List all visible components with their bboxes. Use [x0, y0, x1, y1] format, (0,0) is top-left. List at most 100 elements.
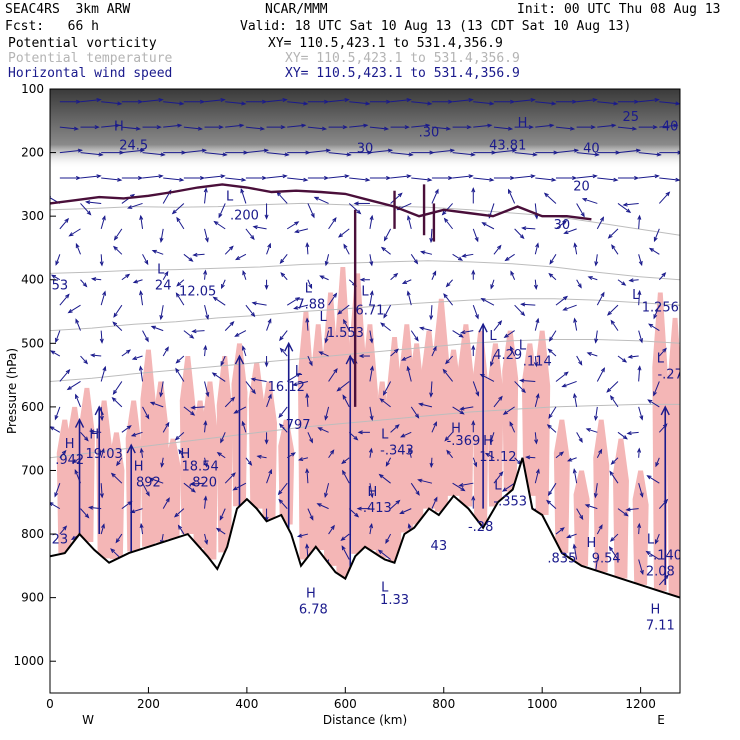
pv-shading-column	[248, 362, 265, 509]
wind-vector	[471, 495, 476, 509]
wind-vector	[132, 279, 143, 284]
extremum-label: L	[657, 351, 665, 366]
extremum-label: 6.78	[299, 603, 328, 618]
wind-vector	[328, 152, 352, 157]
extremum-label: -.353	[493, 494, 527, 509]
wind-vector	[561, 380, 577, 388]
wind-vector	[501, 482, 515, 492]
wind-vector	[490, 355, 495, 367]
wind-vector	[121, 425, 132, 433]
wind-vector	[266, 125, 286, 130]
wind-vector	[163, 101, 185, 106]
wind-vector	[203, 344, 208, 357]
wind-vector	[503, 330, 515, 339]
wind-vector	[390, 152, 414, 157]
wind-vector	[264, 203, 269, 220]
pv-shading-column	[445, 349, 462, 496]
wind-vector	[406, 290, 412, 306]
wind-vector	[407, 447, 412, 458]
wind-vector	[225, 177, 247, 182]
wind-vector	[218, 203, 226, 219]
wind-vector	[471, 187, 476, 204]
wind-vector	[353, 201, 370, 206]
x-tick-label: 0	[46, 697, 54, 711]
wind-vector	[84, 200, 102, 205]
theta-contours	[50, 202, 680, 459]
wind-vector	[489, 432, 495, 445]
updraft-vector	[345, 354, 355, 598]
wind-vector	[142, 482, 150, 497]
wind-vector	[596, 448, 603, 458]
wind-vector	[142, 125, 162, 130]
wind-vector	[659, 177, 680, 182]
extremum-label: 25	[623, 110, 640, 125]
wind-vector	[139, 214, 144, 229]
wind-vector	[534, 393, 540, 408]
wind-vector	[472, 381, 480, 397]
wind-vector	[139, 522, 144, 535]
wind-vector	[80, 279, 88, 288]
wind-vector	[174, 431, 185, 441]
wind-vector	[452, 406, 465, 415]
wind-vector	[307, 175, 330, 181]
pv-shading-column	[593, 419, 610, 573]
extremum-label: H	[518, 116, 528, 131]
extremum-label: L	[381, 428, 389, 443]
y-tick-label: 600	[21, 400, 44, 414]
wind-vector	[142, 254, 149, 266]
wind-vector	[349, 101, 371, 106]
extremum-label: H	[483, 434, 493, 449]
wind-vector	[431, 175, 454, 181]
wind-vector	[472, 304, 479, 320]
wind-vector	[264, 279, 269, 291]
wind-vector	[59, 449, 67, 459]
y-tick-label: 500	[21, 336, 44, 350]
wind-vector	[204, 174, 226, 179]
wind-vector	[460, 330, 474, 335]
wind-vector	[445, 355, 453, 365]
wind-vector	[609, 533, 619, 542]
pv-shading-column	[216, 356, 233, 553]
wind-vector	[342, 394, 350, 408]
wind-vector	[607, 228, 619, 239]
wind-vector	[471, 420, 476, 433]
wind-vector	[305, 392, 310, 407]
wind-vector	[235, 253, 247, 261]
wind-vector	[204, 125, 224, 130]
wind-vector	[525, 455, 536, 460]
wind-vector	[369, 175, 392, 181]
wind-vector	[535, 177, 557, 182]
wind-vector	[343, 243, 350, 255]
wind-vector	[581, 197, 598, 204]
wind-vector	[573, 242, 578, 255]
wind-vector	[307, 355, 313, 367]
wind-vectors	[50, 97, 680, 598]
wind-vector	[59, 99, 82, 104]
wind-vector	[286, 221, 300, 230]
pv-shading-column	[261, 381, 278, 521]
wind-vector	[245, 381, 256, 395]
wind-vector	[625, 507, 639, 512]
wind-vector	[390, 499, 401, 509]
wind-vector	[215, 527, 226, 535]
wind-vector	[183, 126, 204, 131]
wind-vector	[264, 356, 269, 368]
wind-vector	[307, 126, 328, 131]
wind-vector	[493, 471, 504, 484]
extremum-label: 43.81	[489, 138, 526, 153]
y-tick-label: 800	[21, 527, 44, 541]
wind-vector	[101, 101, 123, 106]
wind-vector	[277, 482, 288, 496]
wind-vector	[174, 508, 185, 518]
wind-vector	[142, 406, 150, 420]
wind-vector	[596, 291, 605, 306]
wind-vector	[307, 99, 330, 104]
wind-vector	[547, 348, 557, 357]
pv-shading-column	[278, 419, 295, 525]
wind-vector	[80, 203, 92, 216]
wind-vector	[121, 273, 131, 281]
wind-vector	[80, 355, 89, 365]
wind-vector	[305, 467, 310, 484]
wind-vector	[245, 457, 253, 466]
wind-vector	[617, 431, 628, 440]
